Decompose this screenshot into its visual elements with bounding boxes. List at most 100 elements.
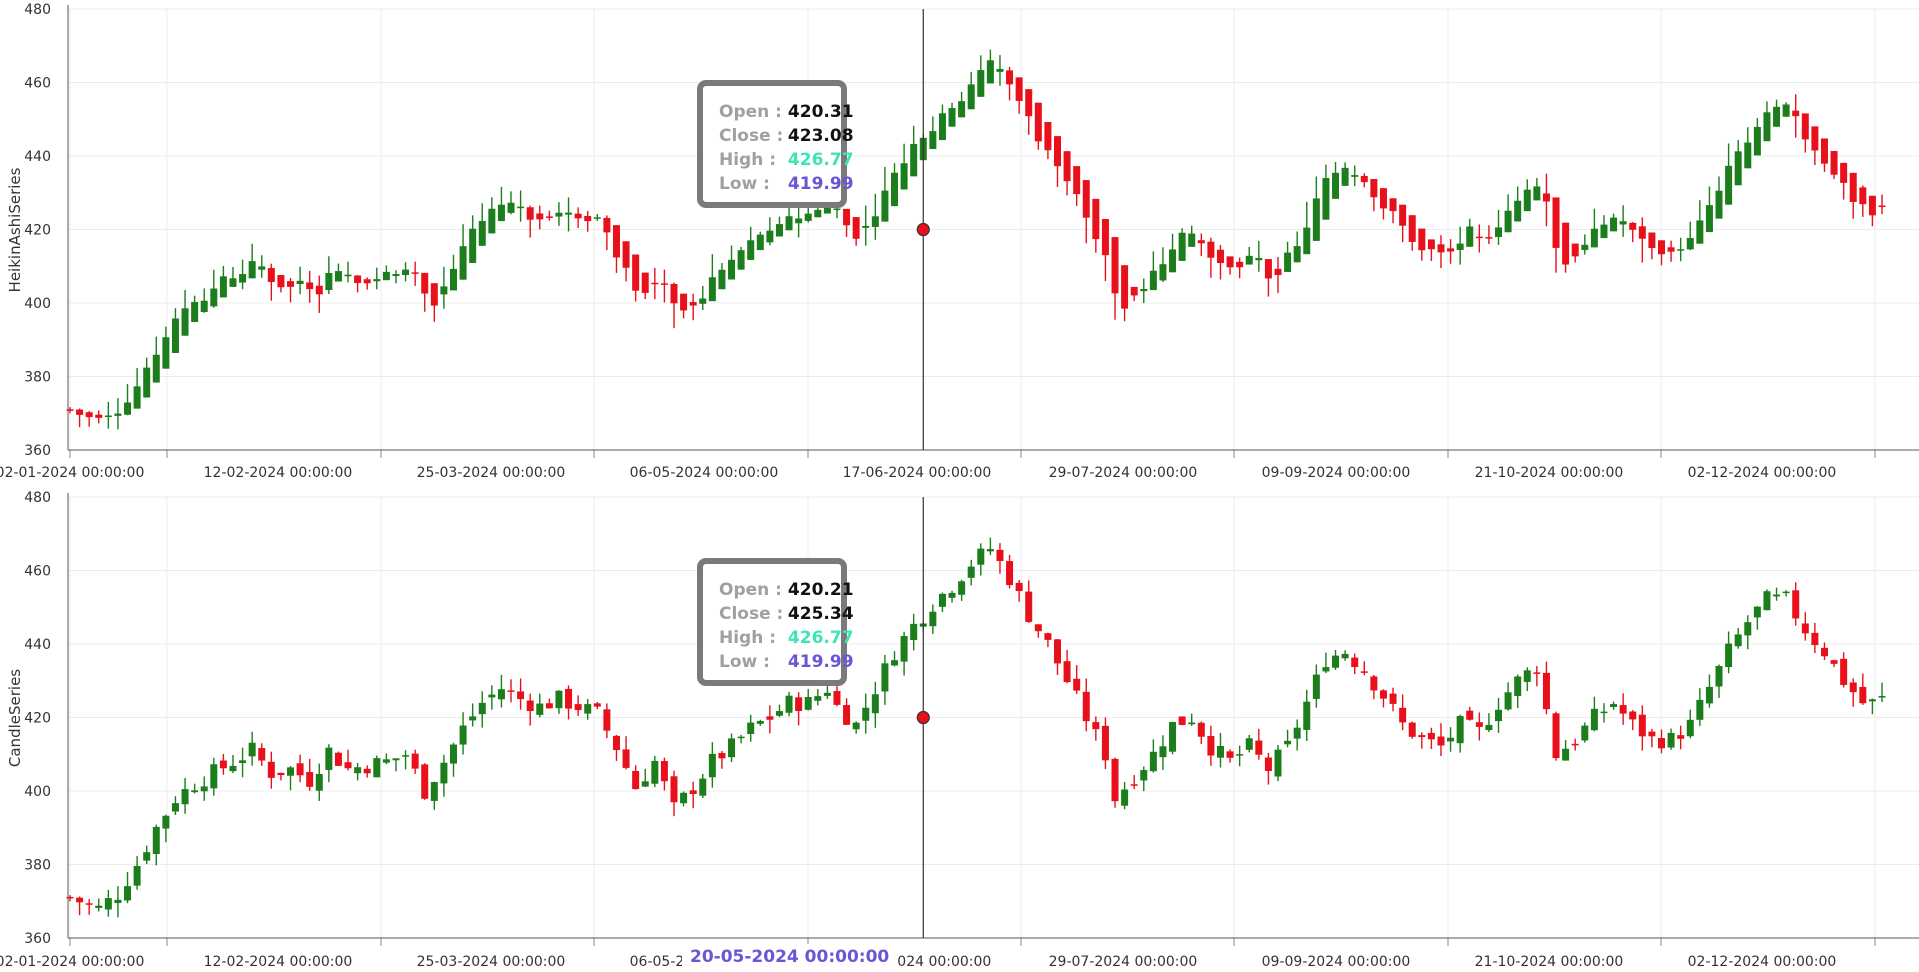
- candle: [1859, 673, 1867, 705]
- candle-body: [948, 108, 956, 127]
- candle-body: [1456, 716, 1464, 744]
- candle: [1514, 674, 1522, 709]
- candle: [1121, 781, 1129, 810]
- candle: [1216, 245, 1224, 280]
- candle: [1370, 675, 1378, 700]
- candle: [1111, 757, 1119, 808]
- candle: [1792, 94, 1800, 138]
- candle-body: [689, 790, 697, 795]
- candle-body: [1274, 749, 1282, 777]
- candle: [1197, 233, 1205, 257]
- candle: [1773, 587, 1781, 601]
- candle-body: [1044, 122, 1052, 151]
- candle-body: [363, 768, 371, 774]
- candle-body: [1495, 227, 1503, 238]
- candle-body: [1868, 195, 1876, 216]
- candle-body: [641, 781, 649, 787]
- candle-body: [574, 213, 582, 219]
- candle: [1207, 725, 1215, 766]
- candle-body: [986, 60, 994, 84]
- candle-body: [574, 704, 582, 711]
- candle: [411, 261, 419, 286]
- candle: [833, 683, 841, 707]
- candle: [958, 91, 966, 118]
- candle-body: [517, 206, 525, 209]
- candle: [1418, 732, 1426, 749]
- candle-body: [699, 298, 707, 304]
- candle: [1264, 752, 1272, 785]
- candle-body: [200, 786, 208, 792]
- candle-body: [334, 271, 342, 282]
- candle-body: [85, 903, 93, 905]
- candle-body: [958, 581, 966, 595]
- candle-body: [1600, 224, 1608, 239]
- candle-layer: [66, 49, 1886, 918]
- candle-body: [1255, 257, 1263, 261]
- candle-body: [852, 722, 860, 730]
- candle-body: [1063, 151, 1071, 182]
- candle-body: [938, 593, 946, 607]
- candle: [603, 703, 611, 739]
- candle: [1600, 215, 1608, 239]
- candle-body: [1025, 591, 1033, 622]
- candle-body: [1015, 582, 1023, 592]
- candle-body: [593, 703, 601, 707]
- candle-body: [143, 852, 151, 861]
- candle: [996, 543, 1004, 574]
- candle: [76, 896, 84, 916]
- candle: [775, 704, 783, 718]
- candle: [507, 191, 515, 215]
- candle-body: [191, 790, 199, 793]
- candle: [1542, 661, 1550, 715]
- candle: [689, 293, 697, 321]
- candle-tooltip-high: 426.77: [787, 628, 854, 648]
- candle: [1360, 661, 1368, 676]
- candle: [756, 231, 764, 251]
- candle: [325, 256, 333, 295]
- candle: [1581, 234, 1589, 255]
- candle-body: [1207, 736, 1215, 756]
- candle-body: [1149, 751, 1157, 772]
- candle: [392, 758, 400, 772]
- x-tick-label: 02-01-2024 00:00:00: [0, 465, 144, 481]
- candle-body: [95, 414, 103, 418]
- candle: [718, 750, 726, 769]
- candle-body: [948, 592, 956, 598]
- candle: [737, 246, 745, 270]
- candle-body: [152, 354, 160, 383]
- candle: [411, 749, 419, 774]
- candle-body: [267, 268, 275, 283]
- candle: [891, 651, 899, 667]
- candle: [641, 768, 649, 787]
- candle: [632, 765, 640, 790]
- candle-body: [411, 753, 419, 769]
- x-tick-label: 02-01-2024 00:00:00: [0, 954, 144, 970]
- candle: [967, 559, 975, 586]
- candle: [315, 763, 323, 801]
- candle-body: [382, 759, 390, 763]
- candle-body: [277, 772, 285, 776]
- candle: [775, 216, 783, 237]
- candle: [363, 765, 371, 778]
- candle: [1389, 198, 1397, 224]
- candle-body: [1571, 743, 1579, 746]
- candle-body: [1399, 707, 1407, 723]
- candle: [449, 254, 457, 291]
- candle: [1648, 232, 1656, 260]
- candle-tooltip-low: 419.99: [787, 652, 854, 672]
- candle-body: [1619, 221, 1627, 225]
- candle-body: [680, 293, 688, 311]
- candle-body: [1840, 658, 1848, 685]
- ha-tooltip-low: 419.99: [787, 174, 854, 194]
- candle-body: [392, 274, 400, 277]
- candle-body: [1744, 142, 1752, 169]
- candle-body: [1140, 289, 1148, 292]
- candle: [1053, 136, 1061, 187]
- candle: [1255, 728, 1263, 760]
- candle-body: [555, 212, 563, 217]
- candle: [344, 261, 352, 283]
- candle: [478, 691, 486, 728]
- candle: [1667, 240, 1675, 262]
- candle: [526, 693, 534, 726]
- candle: [421, 763, 429, 800]
